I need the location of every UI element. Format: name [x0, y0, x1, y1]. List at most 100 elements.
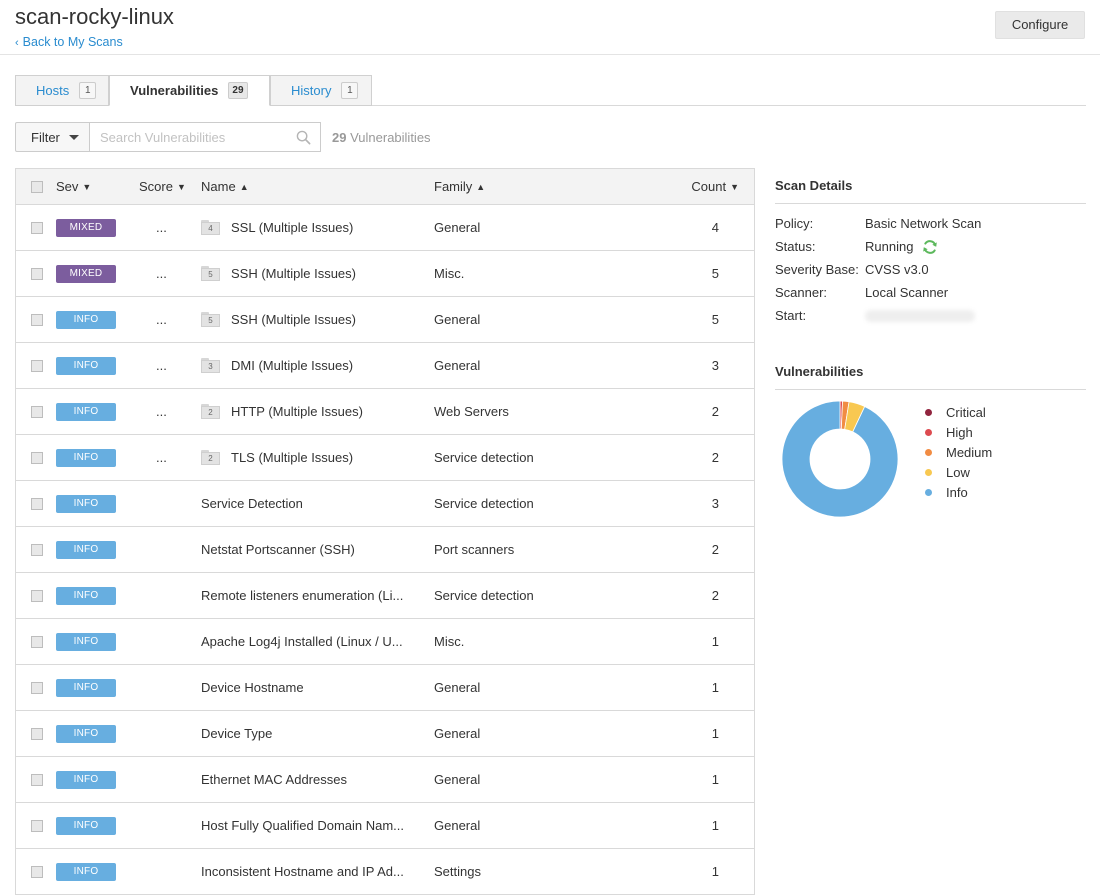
- row-checkbox[interactable]: [31, 543, 43, 556]
- legend-label: Critical: [946, 404, 986, 420]
- table-row[interactable]: INFO Host Fully Qualified Domain Nam... Ge…: [16, 803, 754, 849]
- row-checkbox[interactable]: [31, 773, 43, 786]
- column-header-name[interactable]: Name ▲: [201, 169, 419, 204]
- score-cell: ...: [156, 404, 167, 419]
- row-checkbox[interactable]: [31, 865, 43, 878]
- vulnerability-name: Device Type: [201, 726, 273, 741]
- back-to-scans-link[interactable]: ‹ Back to My Scans: [15, 35, 123, 49]
- severity-cell: INFO: [56, 619, 116, 664]
- count-cell: 5: [711, 266, 719, 281]
- family-cell: Settings: [434, 864, 481, 879]
- vulnerability-name: Apache Log4j Installed (Linux / U...: [201, 634, 403, 649]
- search-icon[interactable]: [296, 130, 311, 145]
- tab-vulnerabilities[interactable]: Vulnerabilities 29: [109, 75, 270, 106]
- table-row[interactable]: INFO Inconsistent Hostname and IP Ad... Se…: [16, 849, 754, 895]
- tab-hosts[interactable]: Hosts 1: [15, 75, 109, 106]
- row-checkbox[interactable]: [31, 635, 43, 648]
- family-cell: Misc.: [434, 266, 465, 281]
- sort-down-icon: ▼: [176, 181, 186, 192]
- caret-down-icon: [68, 134, 79, 140]
- detail-value: Local Scanner: [865, 285, 949, 300]
- row-select-cell: [31, 803, 43, 848]
- row-checkbox[interactable]: [31, 359, 43, 372]
- name-cell: 2 HTTP (Multiple Issues): [201, 389, 419, 434]
- row-select-cell: [31, 205, 43, 250]
- legend-item[interactable]: Info: [925, 482, 992, 502]
- vulnerability-name: Device Hostname: [201, 680, 304, 695]
- column-header-count[interactable]: Count ▼: [691, 169, 739, 204]
- severity-cell: INFO: [56, 527, 116, 572]
- severity-cell: INFO: [56, 481, 116, 526]
- folder-icon: 3: [201, 358, 220, 373]
- severity-cell: INFO: [56, 803, 116, 848]
- score-cell: ...: [156, 312, 167, 327]
- scan-details-panel: Scan Details Policy: Basic Network Scan …: [775, 178, 1086, 327]
- column-header-label: Name: [201, 179, 236, 194]
- name-cell: Remote listeners enumeration (Li...: [201, 573, 419, 618]
- table-row[interactable]: INFO Service Detection Service detection 3: [16, 481, 754, 527]
- column-header-family[interactable]: Family ▲: [434, 169, 485, 204]
- filter-label: Filter: [31, 129, 60, 145]
- table-row[interactable]: INFO... 5 SSH (Multiple Issues) General 5: [16, 297, 754, 343]
- row-checkbox[interactable]: [31, 221, 43, 234]
- severity-badge: INFO: [56, 310, 116, 329]
- family-cell: General: [434, 312, 481, 327]
- table-row[interactable]: MIXED... 4 SSL (Multiple Issues) General 4: [16, 205, 754, 251]
- sort-up-icon: ▲: [476, 181, 486, 192]
- legend-label: Info: [946, 484, 968, 500]
- row-select-cell: [31, 251, 43, 296]
- filter-dropdown-button[interactable]: Filter: [15, 122, 90, 152]
- row-checkbox[interactable]: [31, 313, 43, 326]
- row-checkbox[interactable]: [31, 589, 43, 602]
- table-row[interactable]: INFO Apache Log4j Installed (Linux / U...…: [16, 619, 754, 665]
- row-checkbox[interactable]: [31, 405, 43, 418]
- row-checkbox[interactable]: [31, 727, 43, 740]
- table-row[interactable]: INFO Device Type General 1: [16, 711, 754, 757]
- legend-item[interactable]: Low: [925, 462, 992, 482]
- back-link-label: Back to My Scans: [22, 35, 123, 49]
- column-header-score[interactable]: Score ▼: [139, 169, 186, 204]
- group-count: 3: [201, 360, 220, 373]
- row-checkbox[interactable]: [31, 267, 43, 280]
- row-checkbox[interactable]: [31, 819, 43, 832]
- table-row[interactable]: INFO Netstat Portscanner (SSH) Port scanne…: [16, 527, 754, 573]
- table-row[interactable]: INFO... 3 DMI (Multiple Issues) General 3: [16, 343, 754, 389]
- tab-history[interactable]: History 1: [270, 75, 372, 106]
- table-row[interactable]: INFO... 2 TLS (Multiple Issues) Service det…: [16, 435, 754, 481]
- row-select-cell: [31, 435, 43, 480]
- count-cell: 2: [711, 588, 719, 603]
- table-row[interactable]: INFO Remote listeners enumeration (Li... S…: [16, 573, 754, 619]
- severity-badge: INFO: [56, 632, 116, 651]
- donut-slice-info[interactable]: [781, 400, 899, 518]
- table-row[interactable]: INFO Ethernet MAC Addresses General 1: [16, 757, 754, 803]
- legend-dot-icon: [925, 428, 932, 436]
- row-checkbox[interactable]: [31, 497, 43, 510]
- column-header-label: Count: [691, 179, 727, 194]
- severity-cell: INFO: [56, 297, 116, 342]
- severity-badge: INFO: [56, 356, 116, 375]
- row-select-cell: [31, 665, 43, 710]
- vulnerabilities-table: Sev ▼ Score ▼ Name ▲ Family ▲ Count ▼ MIXED..…: [15, 168, 755, 895]
- select-all-checkbox[interactable]: [31, 180, 43, 193]
- row-select-cell: [31, 711, 43, 756]
- row-checkbox[interactable]: [31, 451, 43, 464]
- configure-button[interactable]: Configure: [995, 11, 1085, 39]
- column-header-sev[interactable]: Sev ▼: [56, 169, 91, 204]
- tab-bar: Hosts 1 Vulnerabilities 29 History 1: [15, 75, 372, 106]
- vulnerability-count: 29 Vulnerabilities: [332, 130, 431, 145]
- table-row[interactable]: INFO Device Hostname General 1: [16, 665, 754, 711]
- table-row[interactable]: INFO... 2 HTTP (Multiple Issues) Web Server…: [16, 389, 754, 435]
- family-cell: General: [434, 220, 481, 235]
- name-cell: Inconsistent Hostname and IP Ad...: [201, 849, 419, 894]
- name-cell: Service Detection: [201, 481, 419, 526]
- tab-label: History: [291, 83, 332, 98]
- legend-item[interactable]: High: [925, 422, 992, 442]
- name-cell: Ethernet MAC Addresses: [201, 757, 419, 802]
- row-checkbox[interactable]: [31, 681, 43, 694]
- table-row[interactable]: MIXED... 5 SSH (Multiple Issues) Misc. 5: [16, 251, 754, 297]
- legend-item[interactable]: Medium: [925, 442, 992, 462]
- row-select-cell: [31, 573, 43, 618]
- search-input[interactable]: [90, 123, 320, 151]
- legend-item[interactable]: Critical: [925, 402, 992, 422]
- family-cell: Service detection: [434, 496, 534, 511]
